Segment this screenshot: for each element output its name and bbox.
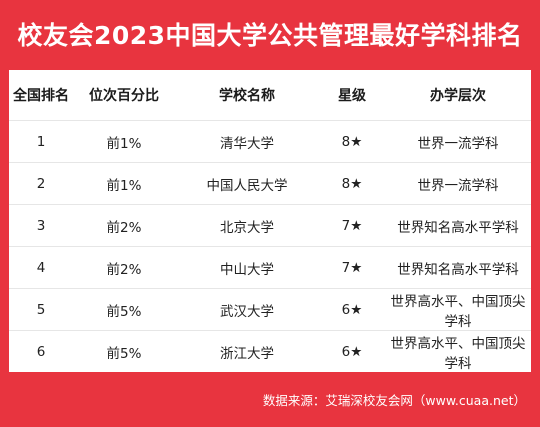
school-cell: 中国人民大学 — [175, 162, 319, 205]
column-header-stars: 星级 — [319, 70, 385, 121]
ranking-table-card: 全国排名 位次百分比 学校名称 星级 办学层次 1 前1% 清华大学 8★ 世界… — [9, 70, 531, 372]
table-row: 6 前5% 浙江大学 6★ 世界高水平、中国顶尖学科 — [9, 331, 531, 373]
column-header-level: 办学层次 — [385, 70, 531, 121]
percentile-cell: 前5% — [73, 288, 175, 331]
percentile-cell: 前5% — [106, 345, 142, 362]
stars-cell: 6★ — [319, 288, 385, 331]
table-row: 5 前5% 武汉大学 6★ 世界高水平、中国顶尖学科 — [9, 288, 531, 331]
level-cell: 世界知名高水平学科 — [385, 246, 531, 289]
table-row: 3 前2% 北京大学 7★ 世界知名高水平学科 — [9, 204, 531, 247]
column-header-percentile: 位次百分比 — [73, 70, 175, 121]
level-cell: 世界一流学科 — [385, 162, 531, 205]
stars-cell: 6★ — [341, 343, 363, 360]
rank-cell: 4 — [9, 246, 73, 289]
school-cell: 北京大学 — [175, 204, 319, 247]
rank-cell: 1 — [9, 120, 73, 163]
rank-cell: 2 — [9, 162, 73, 205]
stars-cell: 7★ — [319, 246, 385, 289]
level-cell: 世界一流学科 — [385, 120, 531, 163]
table-header-row: 全国排名 位次百分比 学校名称 星级 办学层次 — [9, 70, 531, 121]
percentile-cell: 前2% — [73, 246, 175, 289]
stars-cell: 8★ — [319, 162, 385, 205]
data-source-note: 数据来源：艾瑞深校友会网（www.cuaa.net） — [262, 393, 526, 408]
rank-cell: 3 — [9, 204, 73, 247]
level-cell: 世界知名高水平学科 — [385, 204, 531, 247]
table-row: 2 前1% 中国人民大学 8★ 世界一流学科 — [9, 162, 531, 205]
stars-cell: 8★ — [319, 120, 385, 163]
percentile-cell: 前1% — [73, 120, 175, 163]
rank-cell: 6 — [36, 343, 46, 360]
ranking-table: 全国排名 位次百分比 学校名称 星级 办学层次 1 前1% 清华大学 8★ 世界… — [9, 70, 531, 372]
page-title: 校友会2023中国大学公共管理最好学科排名 — [17, 21, 523, 50]
school-cell: 浙江大学 — [220, 345, 274, 362]
rank-cell: 5 — [9, 288, 73, 331]
percentile-cell: 前1% — [73, 162, 175, 205]
stars-cell: 7★ — [319, 204, 385, 247]
table-row: 4 前2% 中山大学 7★ 世界知名高水平学科 — [9, 246, 531, 289]
school-cell: 中山大学 — [175, 246, 319, 289]
percentile-cell: 前2% — [73, 204, 175, 247]
table-row: 1 前1% 清华大学 8★ 世界一流学科 — [9, 120, 531, 163]
level-cell: 世界高水平、中国顶尖学科 — [385, 288, 531, 331]
school-cell: 武汉大学 — [175, 288, 319, 331]
column-header-school: 学校名称 — [175, 70, 319, 121]
level-cell: 世界高水平、中国顶尖学科 — [390, 335, 526, 372]
column-header-rank: 全国排名 — [9, 70, 73, 121]
school-cell: 清华大学 — [175, 120, 319, 163]
